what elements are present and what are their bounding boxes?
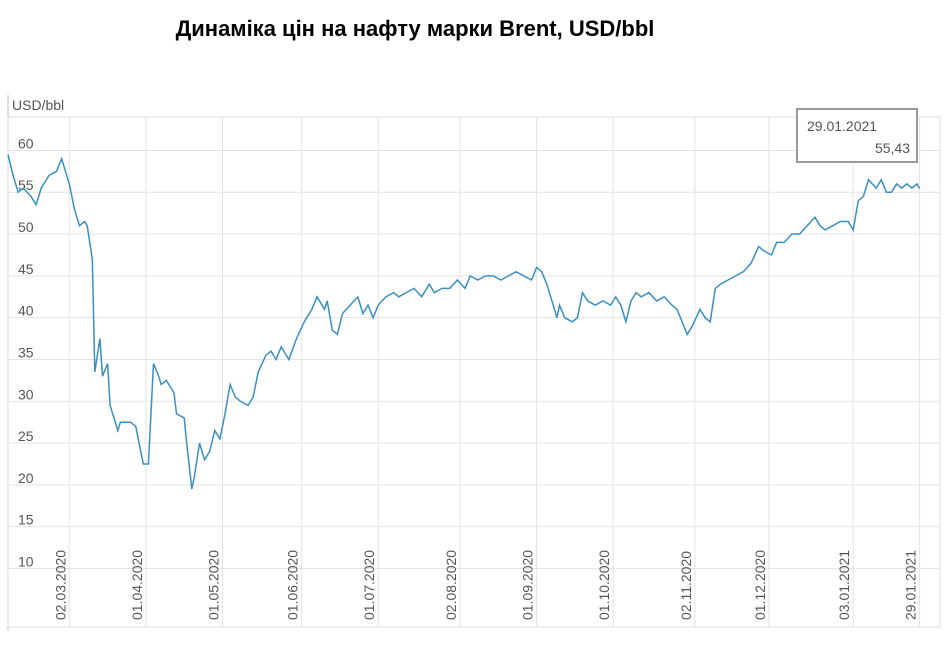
x-tick-label: 03.01.2021: [836, 550, 852, 620]
y-tick-label: 20: [18, 470, 34, 486]
y-tick-label: 45: [18, 261, 34, 277]
x-tick-label: 02.11.2020: [678, 551, 694, 620]
tooltip-value: 55,43: [875, 140, 910, 156]
x-tick-label: 02.08.2020: [443, 550, 459, 620]
chart-title: Динаміка цін на нафту марки Brent, USD/b…: [176, 16, 655, 41]
x-tick-label: 01.04.2020: [129, 550, 145, 620]
x-tick-label: 01.07.2020: [361, 550, 377, 620]
y-axis-label: USD/bbl: [12, 97, 64, 113]
price-line: [7, 154, 921, 490]
y-tick-label: 50: [18, 219, 34, 235]
x-tick-label: 29.01.2021: [903, 550, 919, 620]
y-tick-label: 15: [18, 512, 34, 528]
x-tick-label: 01.06.2020: [285, 550, 301, 620]
tooltip-date: 29.01.2021: [807, 118, 877, 134]
y-tick-label: 40: [18, 303, 34, 319]
x-tick-label: 01.09.2020: [520, 550, 536, 620]
x-tick-label: 01.05.2020: [205, 550, 221, 620]
y-tick-label: 25: [18, 428, 34, 444]
plot-frame: [7, 116, 941, 628]
y-tick-label: 35: [18, 344, 34, 360]
y-tick-label: 60: [18, 135, 34, 151]
y-tick-label: 10: [18, 553, 34, 569]
x-tick-label: 02.03.2020: [52, 550, 68, 620]
x-tick-label: 01.12.2020: [752, 550, 768, 620]
tooltip: 29.01.2021 55,43: [796, 108, 918, 163]
x-tick-label: 01.10.2020: [596, 550, 612, 620]
tooltip-box: [796, 108, 918, 163]
y-tick-label: 30: [18, 386, 34, 402]
